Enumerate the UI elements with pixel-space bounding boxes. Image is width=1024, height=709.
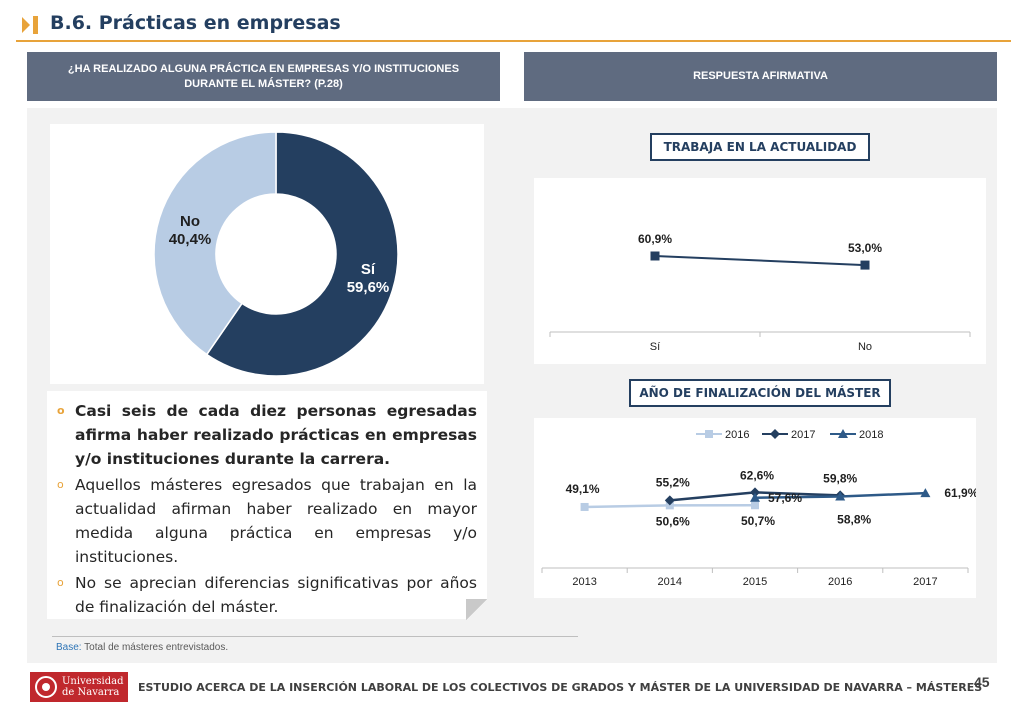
anio-title: AÑO DE FINALIZACIÓN DEL MÁSTER	[629, 379, 891, 407]
seal-icon	[35, 676, 57, 698]
base-text: Total de másteres entrevistados.	[81, 642, 229, 653]
data-label: 53,0%	[848, 241, 882, 255]
base-note: Base: Total de másteres entrevistados.	[56, 642, 228, 653]
donut-slice	[205, 131, 399, 377]
trabaja-title: TRABAJA EN LA ACTUALIDAD	[650, 133, 870, 161]
data-label: 62,6%	[740, 468, 774, 482]
data-label: 58,8%	[837, 512, 871, 526]
legend-label: 2017	[791, 429, 815, 441]
legend-marker	[838, 429, 848, 438]
finding-item: o No se aprecian diferencias significativ…	[57, 571, 477, 619]
base-divider	[52, 636, 578, 637]
data-point	[860, 260, 870, 270]
bullet-icon: o	[57, 404, 65, 417]
x-tick-label: Sí	[650, 341, 660, 353]
data-label: 57,6%	[768, 491, 802, 505]
series-line	[654, 255, 866, 267]
data-point	[835, 491, 846, 501]
data-label: 50,6%	[656, 514, 690, 528]
slice-label: Sí	[361, 261, 376, 278]
x-tick-label: 2016	[828, 576, 852, 588]
data-label: 55,2%	[656, 475, 690, 489]
data-label: 60,9%	[638, 232, 672, 246]
bullet-icon: o	[57, 478, 64, 491]
arrow-bar-icon	[22, 16, 38, 34]
legend-marker	[705, 430, 713, 438]
footer-text: ESTUDIO ACERCA DE LA INSERCIÓN LABORAL D…	[138, 681, 983, 694]
trabaja-chart-box: 60,9% Sí 53,0% No	[534, 178, 986, 364]
data-point	[750, 492, 760, 502]
donut-slice	[153, 131, 277, 356]
data-label: 49,1%	[566, 482, 600, 496]
data-point	[580, 502, 589, 511]
university-logo: Universidad de Navarra	[30, 672, 128, 702]
slice-value-label: 59,6%	[347, 279, 390, 296]
data-point	[751, 501, 759, 510]
data-point	[750, 487, 760, 498]
findings-list: o Casi seis de cada diez personas egresad…	[47, 391, 487, 619]
base-label: Base:	[56, 642, 82, 653]
slice-value-label: 40,4%	[169, 231, 212, 248]
donut-chart-box: Sí 59,6% No 40,4%	[50, 124, 484, 384]
legend-label: 2016	[725, 429, 749, 441]
data-label: 59,8%	[823, 471, 857, 485]
x-tick-label: 2017	[913, 576, 937, 588]
legend-marker	[770, 429, 780, 439]
page-title: B.6. Prácticas en empresas	[50, 12, 341, 34]
x-tick-label: 2013	[572, 576, 596, 588]
legend-label: 2018	[859, 429, 883, 441]
finding-text: Casi seis de cada diez personas egresada…	[75, 402, 477, 468]
anio-chart-box: 2013 2014 2015 2016 2017 2016 2017 2018 49,1% 50,…	[534, 418, 979, 598]
affirmative-header: RESPUESTA AFIRMATIVA	[524, 52, 997, 101]
x-tick-label: 2014	[658, 576, 682, 588]
data-point	[664, 495, 675, 506]
data-point	[920, 488, 931, 498]
title-bar: B.6. Prácticas en empresas	[16, 8, 1011, 42]
findings-box: o Casi seis de cada diez personas egresad…	[47, 391, 487, 619]
data-label: 61,9%	[944, 486, 976, 500]
anio-line-chart: 2013 2014 2015 2016 2017 2016 2017 2018 49,1% 50,…	[541, 429, 979, 588]
finding-text: No se aprecian diferencias significativa…	[75, 574, 477, 616]
trabaja-line-chart: 60,9% Sí 53,0% No	[549, 232, 971, 353]
logo-line2: de Navarra	[62, 687, 120, 698]
logo-line1: Universidad	[62, 676, 124, 687]
slice-label: No	[180, 213, 200, 230]
bullet-icon: o	[57, 576, 64, 589]
finding-item: o Aquellos másteres egresados que trabaja…	[57, 473, 477, 569]
data-point	[650, 251, 660, 261]
page-fold	[466, 599, 487, 620]
question-header: ¿HA REALIZADO ALGUNA PRÁCTICA EN EMPRESA…	[27, 52, 500, 101]
finding-text: Aquellos másteres egresados que trabajan…	[75, 476, 477, 566]
x-tick-label: 2015	[743, 576, 767, 588]
finding-item: o Casi seis de cada diez personas egresad…	[57, 399, 477, 471]
x-tick-label: No	[858, 341, 872, 353]
data-label: 50,7%	[741, 514, 775, 528]
page-number: 45	[974, 674, 990, 690]
